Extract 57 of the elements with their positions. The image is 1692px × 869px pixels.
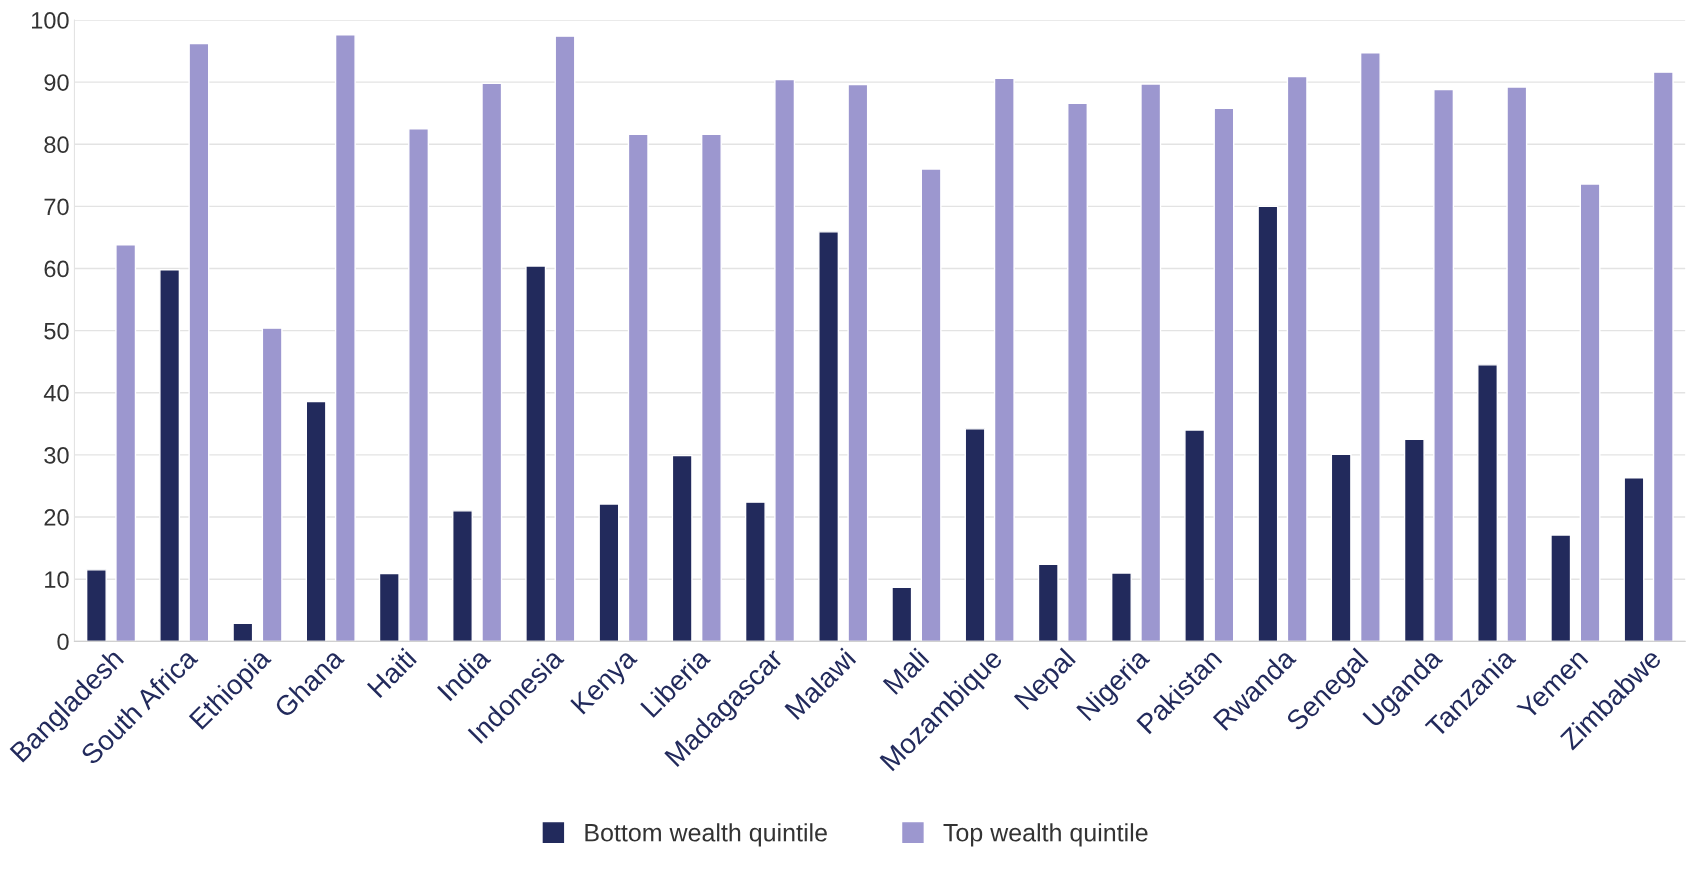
bar xyxy=(554,35,576,642)
bar xyxy=(1477,364,1499,642)
y-tick-label: 20 xyxy=(44,509,69,526)
bar xyxy=(525,265,547,642)
bar xyxy=(1286,75,1308,642)
bar xyxy=(1403,438,1425,642)
bar xyxy=(774,78,796,642)
bar xyxy=(1213,107,1235,642)
bar xyxy=(1506,86,1528,642)
bar xyxy=(1067,102,1088,642)
y-tick-label: 50 xyxy=(44,322,69,340)
bar xyxy=(85,569,107,642)
bar xyxy=(1359,52,1381,642)
y-tick-label: 70 xyxy=(44,198,69,216)
y-tick-label: 80 xyxy=(44,136,69,154)
bar xyxy=(818,231,840,642)
y-tick-label: 90 xyxy=(44,74,69,91)
bar xyxy=(378,572,400,642)
bar xyxy=(334,34,356,642)
bar xyxy=(1652,71,1674,642)
bar xyxy=(671,454,693,642)
bar xyxy=(847,83,869,642)
bar xyxy=(964,428,986,642)
bar xyxy=(1433,88,1455,642)
bar xyxy=(1184,429,1206,642)
y-tick-label: 100 xyxy=(32,12,69,29)
bar xyxy=(188,42,210,642)
y-tick-label: 0 xyxy=(57,633,69,651)
legend-label: Bottom wealth quintile xyxy=(585,823,827,847)
y-tick-label: 30 xyxy=(44,446,69,464)
bar xyxy=(891,586,913,642)
y-tick-label: 10 xyxy=(45,571,69,588)
bar xyxy=(993,77,1015,642)
bar xyxy=(744,501,766,642)
bar xyxy=(1140,83,1162,642)
bar xyxy=(305,400,327,642)
bar xyxy=(408,128,430,642)
bar xyxy=(232,622,254,642)
bar xyxy=(452,510,473,642)
legend-label: Top wealth quintile xyxy=(943,823,1148,847)
y-tick-label: 40 xyxy=(43,384,69,402)
bar xyxy=(115,244,137,642)
bar xyxy=(1550,534,1572,642)
bar xyxy=(1257,205,1279,642)
y-tick-label: 60 xyxy=(44,260,69,278)
bar xyxy=(920,168,942,642)
bar xyxy=(598,503,620,642)
bar xyxy=(1111,572,1132,642)
bar xyxy=(1579,183,1601,642)
bar xyxy=(1037,563,1059,642)
bar xyxy=(1330,453,1352,642)
bar xyxy=(159,269,181,642)
bar xyxy=(261,327,283,642)
bar xyxy=(700,133,722,642)
bar xyxy=(627,133,649,642)
bar xyxy=(481,82,503,642)
bar xyxy=(1623,477,1645,642)
